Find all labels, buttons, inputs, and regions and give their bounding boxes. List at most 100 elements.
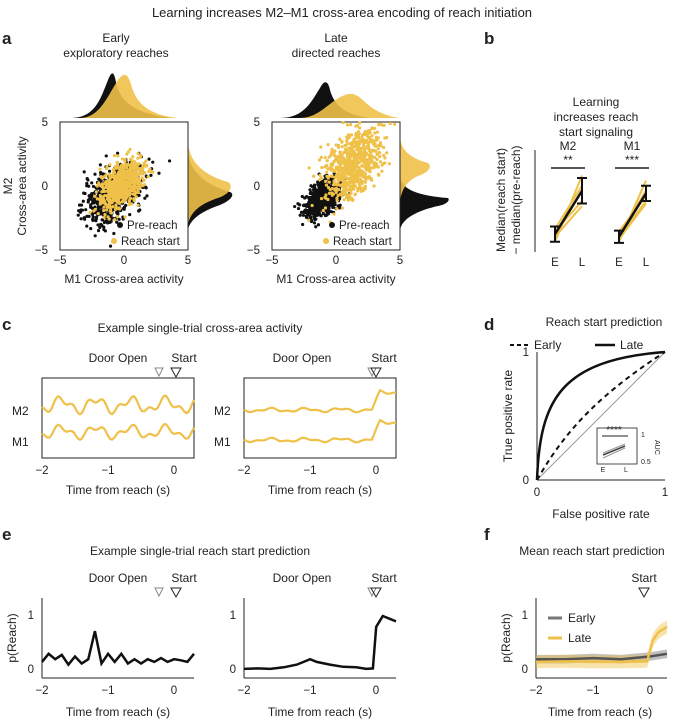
scatter-point-pre bbox=[82, 170, 86, 174]
scatter-point-reach bbox=[331, 168, 335, 172]
scatter-point-pre bbox=[313, 213, 317, 217]
scatter-point-reach bbox=[130, 162, 134, 166]
scatter-point-pre bbox=[308, 211, 312, 215]
scatter-point-pre bbox=[315, 189, 319, 194]
scatter-point-reach bbox=[125, 187, 129, 191]
e-right-xtick-0: 0 bbox=[373, 685, 379, 697]
scatter-point-reach bbox=[104, 180, 108, 184]
scatter-point-pre bbox=[104, 154, 108, 158]
late-scatter-points bbox=[293, 121, 397, 229]
scatter-point-reach bbox=[115, 194, 119, 198]
scatter-point-reach bbox=[349, 123, 353, 127]
scatter-point-pre bbox=[305, 211, 310, 215]
scatter-point-reach bbox=[358, 142, 362, 146]
scatter-point-reach bbox=[144, 159, 148, 163]
scatter-point-reach bbox=[324, 193, 328, 197]
scatter-point-pre bbox=[89, 226, 93, 231]
scatter-point-reach bbox=[370, 158, 374, 162]
scatter-point-pre bbox=[149, 173, 153, 177]
scatter-point-reach bbox=[325, 159, 329, 163]
scatter-point-reach bbox=[120, 157, 125, 161]
scatter-point-reach bbox=[385, 151, 389, 155]
panel-b: Learning increases reach start signaling… bbox=[494, 95, 651, 269]
scatter-point-reach bbox=[129, 157, 133, 161]
f-xtick-0: 0 bbox=[647, 685, 653, 697]
panel-label-a: a bbox=[2, 29, 12, 48]
scatter-point-pre bbox=[302, 210, 306, 214]
scatter-point-reach bbox=[358, 121, 362, 125]
scatter-point-reach bbox=[326, 142, 330, 147]
scatter-point-reach bbox=[361, 155, 366, 160]
scatter-point-reach bbox=[96, 212, 100, 216]
panel-a-early: Early exploratory reaches 5 0 −5 −5 0 5 … bbox=[1, 31, 233, 286]
scatter-point-reach bbox=[375, 157, 379, 162]
scatter-point-reach bbox=[131, 155, 135, 159]
c-left-start-marker bbox=[170, 367, 182, 379]
scatter-point-reach bbox=[367, 146, 371, 150]
scatter-point-reach bbox=[329, 168, 333, 172]
b-error-bar bbox=[550, 225, 560, 243]
scatter-point-reach bbox=[92, 209, 96, 213]
b-title-2: increases reach bbox=[554, 110, 639, 124]
scatter-point-reach bbox=[352, 163, 357, 167]
e-left-xlabel: Time from reach (s) bbox=[66, 705, 170, 719]
scatter-point-reach bbox=[346, 133, 351, 137]
scatter-point-reach bbox=[320, 165, 324, 170]
scatter-point-reach bbox=[380, 169, 384, 173]
f-legend-early: Early bbox=[568, 611, 595, 625]
scatter-point-reach bbox=[141, 184, 145, 188]
scatter-point-reach bbox=[350, 143, 354, 147]
scatter-point-reach bbox=[123, 157, 127, 161]
d-inset-ytick-05: 0.5 bbox=[641, 459, 651, 466]
scatter-point-reach bbox=[123, 160, 127, 164]
d-early-roc bbox=[536, 351, 666, 481]
scatter-point-reach bbox=[375, 135, 379, 139]
scatter-point-pre bbox=[308, 206, 313, 210]
scatter-point-reach bbox=[119, 186, 123, 191]
scatter-point-reach bbox=[356, 177, 360, 181]
early-axes-box bbox=[59, 121, 189, 251]
scatter-point-pre bbox=[98, 187, 102, 191]
scatter-point-reach bbox=[378, 122, 383, 126]
early-ylabel-2: Cross-area activity bbox=[15, 136, 29, 235]
scatter-point-pre bbox=[323, 213, 327, 218]
scatter-point-reach bbox=[335, 207, 339, 211]
scatter-point-pre bbox=[296, 206, 301, 211]
scatter-point-reach bbox=[355, 153, 359, 158]
scatter-point-pre bbox=[316, 223, 321, 227]
scatter-point-reach bbox=[335, 173, 339, 177]
e-right-ytick-1: 1 bbox=[230, 610, 236, 622]
scatter-point-reach bbox=[128, 147, 132, 151]
scatter-point-reach bbox=[108, 209, 112, 213]
scatter-point-reach bbox=[344, 192, 349, 196]
early-ytick-mid: 0 bbox=[42, 181, 48, 193]
scatter-point-pre bbox=[322, 199, 326, 203]
scatter-point-reach bbox=[365, 133, 369, 138]
scatter-point-reach bbox=[346, 160, 350, 164]
scatter-point-reach bbox=[117, 206, 121, 210]
b-title-1: Learning bbox=[573, 95, 620, 109]
early-scatter-points bbox=[76, 147, 172, 248]
scatter-point-reach bbox=[122, 176, 126, 180]
scatter-point-pre bbox=[87, 214, 91, 218]
scatter-point-pre bbox=[116, 151, 120, 155]
scatter-point-reach bbox=[357, 173, 361, 177]
scatter-point-reach bbox=[127, 199, 131, 204]
f-start-marker bbox=[638, 587, 650, 599]
scatter-point-pre bbox=[89, 205, 93, 209]
scatter-point-reach bbox=[129, 196, 133, 200]
scatter-point-reach bbox=[324, 196, 328, 200]
scatter-point-reach bbox=[346, 163, 350, 167]
scatter-point-reach bbox=[120, 193, 124, 198]
b-error-bar bbox=[577, 177, 587, 205]
scatter-point-reach bbox=[106, 195, 110, 200]
b-m1-xtick-e: E bbox=[615, 257, 623, 269]
e-right-xtick-m1: −1 bbox=[303, 685, 316, 697]
scatter-point-reach bbox=[113, 165, 117, 169]
scatter-point-reach bbox=[131, 180, 135, 184]
scatter-point-pre bbox=[308, 188, 312, 192]
scatter-point-reach bbox=[363, 161, 367, 165]
scatter-point-reach bbox=[353, 180, 357, 184]
late-title-1: Late bbox=[324, 31, 348, 45]
early-title-2: exploratory reaches bbox=[63, 46, 168, 60]
